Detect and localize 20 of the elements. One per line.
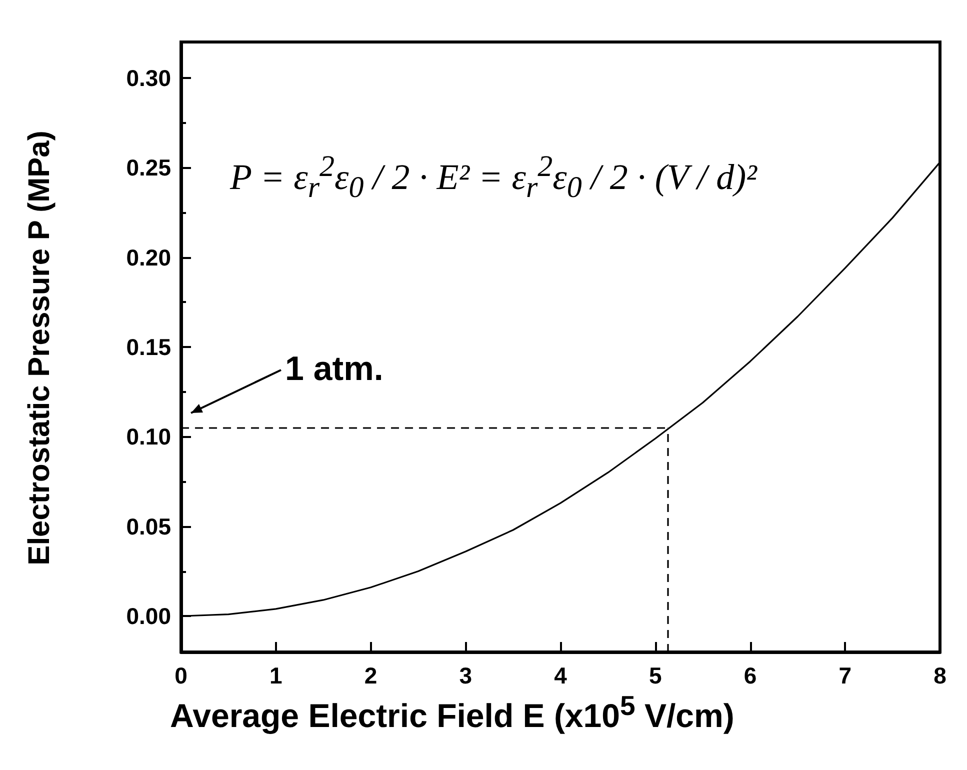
y-axis-title: Electrostatic Pressure P (MPa) bbox=[23, 130, 57, 566]
x-tick-label: 4 bbox=[554, 662, 568, 688]
x-tick-label: 8 bbox=[934, 662, 947, 688]
text: P = ε$_{r}$$^{2}$ε$_{0}$ / 2 · E² = ε$_{r}$$^{2}$ε$_{0}$ / 2 · (V / d)² bbox=[230, 150, 757, 204]
x-axis-title: Average Electric Field E (x10$^{5}$ V/cm) bbox=[170, 690, 734, 735]
x-tick-label: 3 bbox=[459, 662, 472, 688]
y-tick-label: 0.20 bbox=[126, 244, 171, 270]
x-tick-label: 6 bbox=[744, 662, 757, 688]
y-tick-label: 0.10 bbox=[126, 424, 171, 450]
y-tick-label: 0.00 bbox=[126, 603, 171, 630]
annotation: 1 atm. bbox=[285, 350, 384, 389]
y-tick-label: 0.25 bbox=[126, 154, 172, 181]
y-tick-label: 0.05 bbox=[126, 513, 172, 540]
x-tick-label: 5 bbox=[648, 662, 662, 688]
x-tick-label: 0 bbox=[174, 662, 188, 688]
x-tick-label: 2 bbox=[364, 662, 378, 688]
y-tick-label: 0.15 bbox=[126, 334, 172, 360]
x-tick-label: 1 bbox=[269, 662, 282, 688]
y-tick-label: 0.30 bbox=[126, 64, 171, 91]
x-tick-label: 7 bbox=[838, 662, 852, 688]
